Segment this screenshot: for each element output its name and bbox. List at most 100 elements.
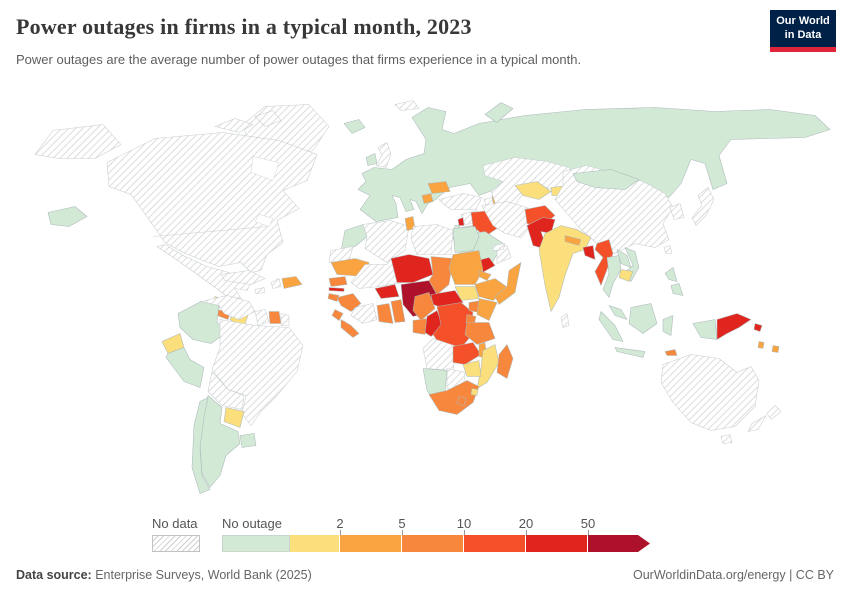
country-korea[interactable] — [669, 203, 685, 220]
country-mozambique[interactable] — [476, 344, 500, 389]
country-svalbard[interactable] — [394, 100, 420, 111]
country-guyana[interactable] — [254, 309, 270, 326]
country-bolivia[interactable] — [207, 371, 245, 410]
country-indonesia-sumatra[interactable] — [598, 311, 624, 342]
country-libya[interactable] — [410, 224, 454, 255]
country-fiji[interactable] — [771, 345, 780, 353]
country-timor-leste[interactable] — [664, 349, 678, 356]
country-iran[interactable] — [481, 201, 534, 238]
country-dominican-republic[interactable] — [281, 276, 303, 289]
country-gambia[interactable] — [328, 287, 345, 292]
country-tasmania[interactable] — [720, 434, 733, 444]
country-europe-russia[interactable] — [357, 107, 831, 222]
country-philippines[interactable] — [664, 267, 678, 282]
country-solomon-islands[interactable] — [753, 323, 763, 332]
legend-tickmark — [526, 530, 527, 535]
country-liberia[interactable] — [340, 319, 360, 338]
country-peru[interactable] — [165, 347, 205, 388]
owid-logo[interactable]: Our World in Data — [770, 10, 836, 52]
country-indonesia-borneo[interactable] — [628, 303, 658, 334]
country-romania[interactable] — [427, 181, 451, 194]
country-sudan[interactable] — [448, 250, 484, 285]
country-bangladesh[interactable] — [582, 245, 596, 260]
country-paraguay[interactable] — [223, 407, 245, 428]
country-russia-chukotka[interactable] — [47, 206, 88, 227]
country-kenya[interactable] — [476, 298, 498, 321]
country-indonesia-java[interactable] — [614, 347, 646, 358]
country-albania-north-macedonia[interactable] — [421, 193, 434, 204]
legend-swatch-2-5[interactable] — [340, 535, 402, 552]
country-uzbekistan[interactable] — [514, 181, 552, 200]
country-canada-arctic[interactable] — [254, 110, 282, 127]
country-cameroon[interactable] — [412, 292, 436, 321]
country-cambodia[interactable] — [618, 269, 634, 282]
country-french-guiana[interactable] — [280, 313, 290, 326]
country-lesotho[interactable] — [456, 396, 467, 406]
owid-logo-line1: Our World — [776, 15, 830, 27]
country-ivory-coast[interactable] — [350, 303, 378, 324]
country-somalia[interactable] — [494, 262, 522, 305]
country-new-zealand[interactable] — [747, 415, 767, 432]
country-iceland[interactable] — [343, 119, 366, 134]
country-india[interactable] — [538, 225, 592, 312]
country-mexico[interactable] — [156, 244, 252, 299]
country-pakistan[interactable] — [526, 217, 556, 250]
legend-swatch-50-plus[interactable] — [588, 535, 650, 552]
legend-swatch-no-outage[interactable] — [222, 535, 290, 552]
country-gabon[interactable] — [412, 318, 428, 335]
country-haiti[interactable] — [270, 278, 282, 289]
country-malaysia[interactable] — [608, 305, 628, 320]
legend-no-data-swatch[interactable] — [152, 535, 200, 552]
country-eritrea[interactable] — [478, 270, 492, 281]
country-taiwan[interactable] — [663, 245, 673, 254]
country-egypt[interactable] — [452, 226, 480, 253]
country-uruguay[interactable] — [239, 433, 257, 448]
country-nepal[interactable] — [564, 235, 582, 246]
country-togo-benin[interactable] — [390, 299, 406, 323]
country-madagascar[interactable] — [496, 344, 514, 379]
country-zambia[interactable] — [452, 342, 482, 365]
country-uae-qatar[interactable] — [492, 243, 506, 251]
country-vanuatu[interactable] — [757, 341, 765, 349]
country-novaya-zemlya[interactable] — [484, 102, 514, 123]
country-lebanon[interactable] — [457, 217, 465, 226]
country-ghana[interactable] — [376, 303, 394, 324]
country-angola[interactable] — [422, 338, 458, 371]
country-mongolia[interactable] — [572, 169, 640, 190]
country-chile[interactable] — [191, 397, 211, 494]
country-guinea-bissau[interactable] — [327, 293, 340, 302]
country-sri-lanka[interactable] — [560, 313, 570, 328]
country-philippines[interactable] — [670, 283, 684, 296]
country-canada-arctic[interactable] — [214, 118, 254, 133]
country-zimbabwe[interactable] — [462, 360, 482, 377]
country-turkey[interactable] — [438, 193, 483, 210]
legend-swatch-20-50[interactable] — [526, 535, 588, 552]
country-senegal[interactable] — [328, 276, 348, 287]
country-australia[interactable] — [660, 354, 760, 431]
country-jamaica[interactable] — [254, 287, 266, 294]
country-cuba[interactable] — [220, 270, 266, 285]
country-papua-new-guinea[interactable] — [716, 313, 752, 340]
country-morocco[interactable] — [340, 224, 368, 251]
country-united-kingdom[interactable] — [375, 142, 392, 168]
legend-swatch-10-20[interactable] — [464, 535, 526, 552]
country-venezuela[interactable] — [200, 295, 256, 320]
country-sierra-leone[interactable] — [331, 309, 344, 321]
country-alaska[interactable] — [34, 124, 122, 159]
country-japan[interactable] — [691, 187, 715, 226]
country-algeria[interactable] — [362, 220, 410, 263]
country-myanmar[interactable] — [594, 239, 614, 286]
legend-tickmark — [588, 530, 589, 535]
legend-swatch-5-10[interactable] — [402, 535, 464, 552]
country-tanzania[interactable] — [464, 322, 496, 345]
country-eswatini[interactable] — [470, 388, 479, 396]
country-suriname[interactable] — [268, 311, 282, 324]
footer-link-text[interactable]: OurWorldinData.org/energy | CC BY — [632, 568, 834, 582]
country-new-zealand[interactable] — [766, 405, 782, 420]
map-legend: No data No outage 2 5 10 20 50 — [0, 513, 850, 561]
chart-subtitle: Power outages are the average number of … — [16, 52, 582, 67]
legend-swatch-0-2[interactable] — [290, 535, 340, 552]
country-burkina-faso[interactable] — [374, 284, 400, 299]
country-indonesia-sulawesi[interactable] — [662, 315, 674, 336]
country-brazil[interactable] — [211, 319, 304, 426]
